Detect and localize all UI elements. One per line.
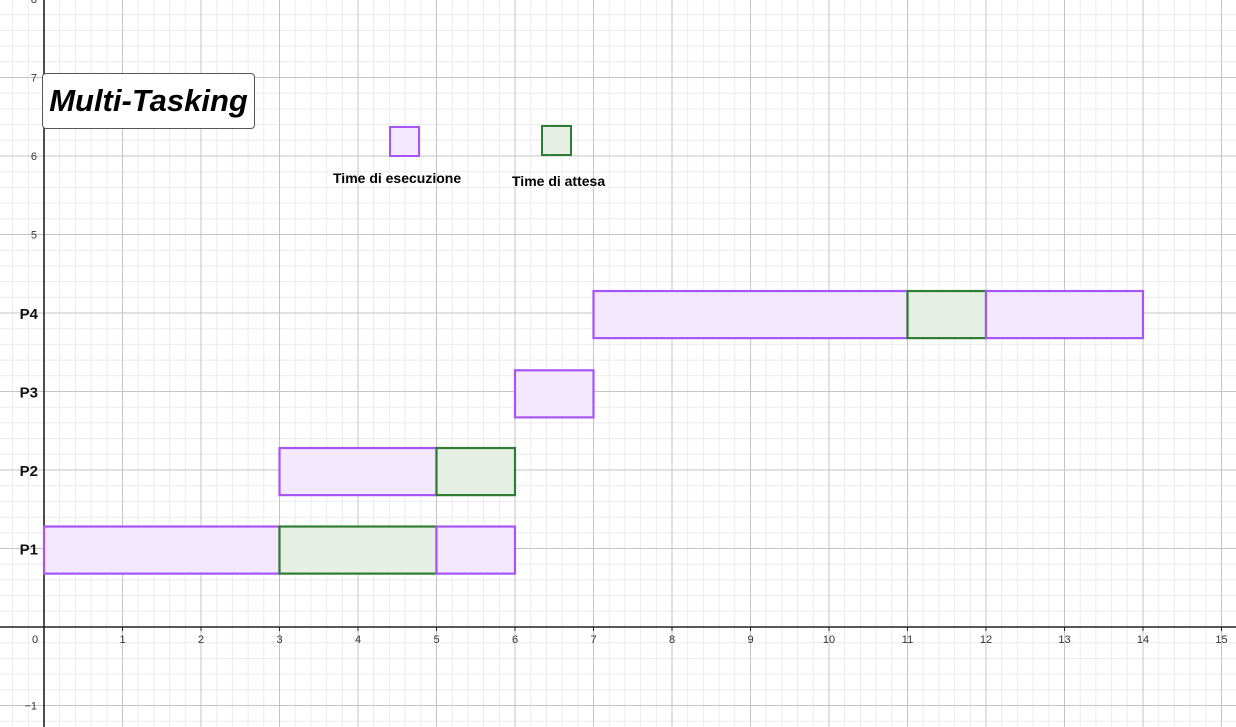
x-tick-label: 9 <box>747 634 753 646</box>
bar-p4-exec <box>592 289 909 340</box>
x-tick-label: 5 <box>433 634 439 646</box>
y-tick-label: 6 <box>31 151 37 163</box>
x-tick-label: 3 <box>276 634 282 646</box>
x-tick-label: 7 <box>590 634 596 646</box>
bar-p1-exec <box>435 525 517 575</box>
y-tick-label: 8 <box>31 0 37 6</box>
y-tick-label: −1 <box>24 701 37 713</box>
bar-p1-wait <box>278 525 438 575</box>
x-tick-label: 11 <box>902 634 913 646</box>
x-tick-label: 8 <box>669 634 675 646</box>
x-tick-label: 14 <box>1137 634 1149 646</box>
x-tick-label: 15 <box>1215 634 1227 646</box>
bars <box>42 289 1145 575</box>
legend-swatch-wait <box>541 125 572 156</box>
y-tick-label: P4 <box>20 306 39 323</box>
y-tick-label: P2 <box>20 463 38 480</box>
bar-p4-wait <box>906 289 988 340</box>
bar-p4-exec <box>984 289 1145 340</box>
x-tick-label: 4 <box>355 634 361 646</box>
chart-title: Multi-Tasking <box>42 73 255 129</box>
bar-p3-exec <box>513 369 595 419</box>
bar-p2-wait <box>435 446 517 497</box>
x-tick-label: 1 <box>119 634 125 646</box>
y-tick-label: P3 <box>20 385 38 402</box>
x-tick-label: 2 <box>198 634 204 646</box>
bar-p2-exec <box>278 446 438 497</box>
x-tick-label: 0 <box>32 634 38 646</box>
y-tick-label: 5 <box>31 230 37 242</box>
y-tick-label: P1 <box>20 542 38 559</box>
legend-swatch-exec <box>389 126 420 157</box>
y-tick-label: 7 <box>31 73 37 85</box>
x-tick-label: 12 <box>980 634 992 646</box>
legend-label-exec: Time di esecuzione <box>333 170 462 186</box>
legend-label-wait: Time di attesa <box>512 173 606 189</box>
x-tick-label: 6 <box>512 634 518 646</box>
x-tick-label: 10 <box>823 634 835 646</box>
bar-p1-exec <box>42 525 281 575</box>
x-tick-label: 13 <box>1058 634 1070 646</box>
